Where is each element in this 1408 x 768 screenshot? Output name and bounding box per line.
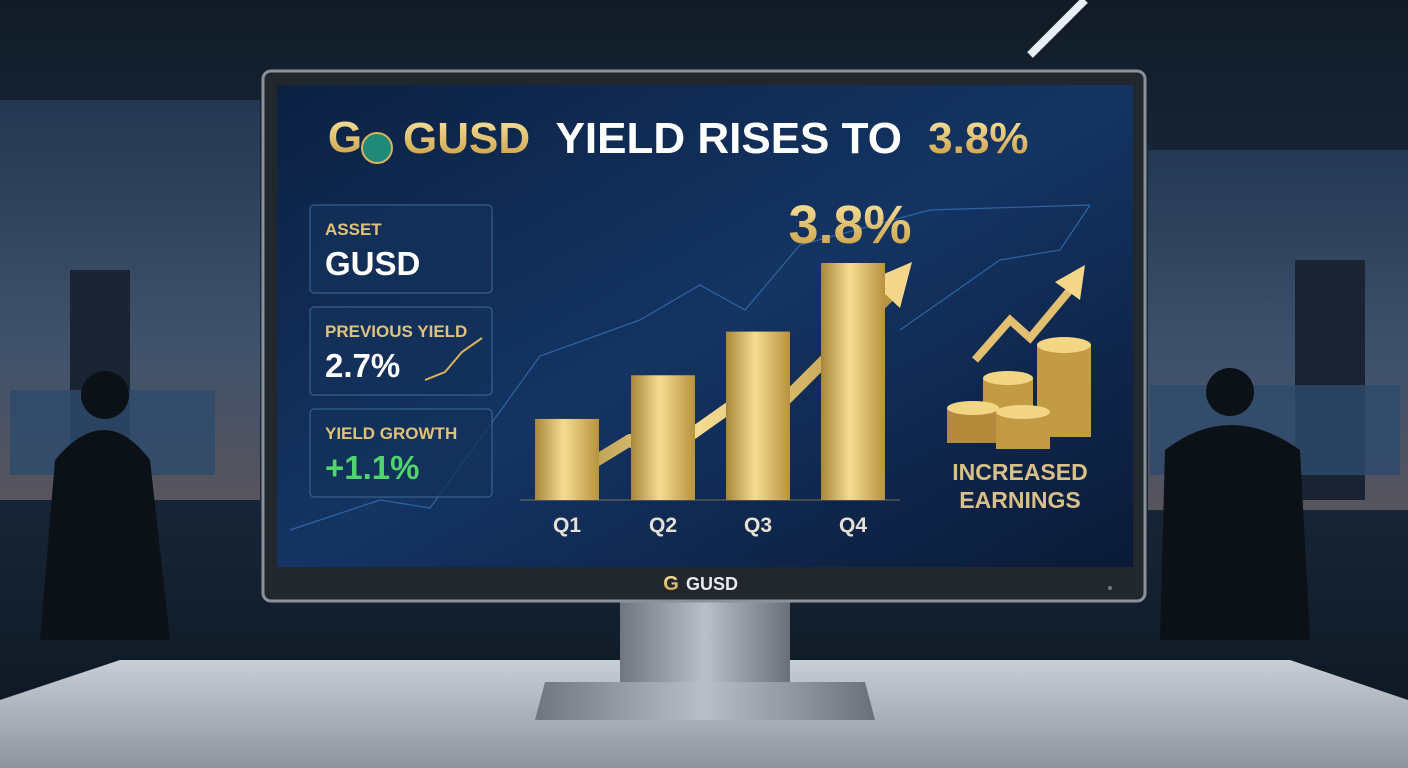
card-value: 2.7%: [325, 347, 400, 384]
card-label: PREVIOUS YIELD: [325, 322, 467, 341]
brand-name: GUSD: [686, 574, 738, 594]
bar: [631, 375, 695, 500]
x-tick-label: Q3: [744, 514, 772, 537]
trend-arrowhead: [870, 262, 912, 308]
ceiling-light: [1027, 0, 1088, 58]
x-tick-label: Q2: [649, 514, 677, 537]
card-label: YIELD GROWTH: [325, 424, 457, 443]
card: [309, 408, 493, 498]
person-silhouette: [81, 371, 129, 419]
title-part: YIELD RISES TO: [556, 114, 902, 163]
person-silhouette: [1160, 425, 1310, 640]
title: GUSD YIELD RISES TO 3.8%: [403, 114, 1028, 163]
person-silhouette: [1206, 368, 1254, 416]
card-value: GUSD: [325, 245, 420, 282]
x-tick-label: Q4: [839, 514, 867, 537]
info-cards: ASSET GUSD PREVIOUS YIELD 2.7% YIELD GROWTH +…: [309, 204, 493, 498]
side-caption: EARNINGS: [959, 487, 1080, 513]
person-silhouette: [40, 430, 170, 640]
monitor-stand: [620, 598, 790, 688]
bar: [535, 418, 599, 500]
side-caption: INCREASED: [952, 459, 1087, 485]
coin-stacks: [947, 265, 1091, 449]
card: [309, 204, 493, 294]
card: [309, 306, 493, 396]
power-led: [1108, 586, 1112, 590]
title-part: GUSD: [403, 114, 530, 163]
mini-trend: [424, 337, 483, 381]
x-tick-label: Q1: [553, 514, 581, 537]
logo: G: [328, 113, 362, 162]
bar: [726, 331, 790, 500]
brand-logo: G: [663, 573, 679, 595]
monitor-base: [535, 682, 875, 720]
coin-icon: [361, 132, 393, 164]
card-label: ASSET: [325, 220, 382, 239]
bar: [821, 263, 885, 500]
bar-chart: Q1 Q2 Q3 Q4 3.8%: [520, 195, 912, 537]
network-line: [899, 204, 1091, 331]
card-value: +1.1%: [325, 449, 420, 486]
value-label: 3.8%: [788, 195, 911, 255]
title-part: 3.8%: [928, 114, 1028, 163]
network-line: [289, 204, 1091, 531]
